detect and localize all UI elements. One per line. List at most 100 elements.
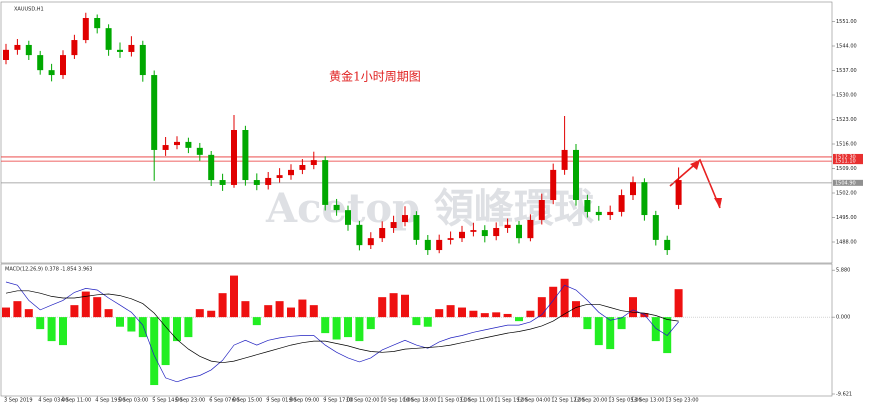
x-tick-label: 12 Sep 12:00 [551,398,584,404]
macd-line [5,281,679,383]
candle-body [630,182,636,196]
histogram-bar [492,312,501,318]
histogram-bar [2,307,10,318]
histogram-bar [321,317,330,334]
candle-body [550,169,557,200]
candle-body [527,219,534,239]
histogram-bar [515,317,523,322]
histogram-bar [583,317,592,330]
candle-body [196,147,203,155]
x-tick-label: 9 Sep 01:00 [266,398,296,404]
candle-body [447,238,454,240]
histogram-bar [287,307,295,318]
candle-body [516,224,522,239]
histogram-bar [355,317,364,342]
histogram-bar [651,317,660,342]
y-tick-label: 1502.00 [836,191,857,197]
candle-body [117,49,123,52]
histogram-bar [332,317,341,340]
candle-body [675,180,682,205]
candle-body [561,149,568,170]
histogram-bar [469,310,478,318]
histogram-bar [59,317,67,346]
candle-body [299,165,306,170]
candle-body [459,231,465,239]
histogram-bar [104,309,113,318]
histogram-bar [264,305,273,318]
candle-body [208,154,215,181]
y-tick-label: 1530.00 [836,93,857,99]
level-label: 1512.30 [835,154,856,160]
candle-body [162,145,169,150]
x-tick-label: 11 Sep 03:00 [437,398,470,404]
x-tick-label: 13 Sep 05:00 [608,398,641,404]
level-tag [833,153,863,160]
candle-body [174,141,180,146]
histogram-bar [549,286,558,318]
x-tick-label: 4 Sep 19:00 [95,398,125,404]
histogram-bar [70,305,79,318]
x-tick-label: 11 Sep 11:00 [460,398,493,404]
x-tick-label: 6 Sep 15:00 [232,398,262,404]
annotation: 黄金1小时周期图 [329,69,421,84]
candle-body [481,230,488,237]
candle-body [265,177,272,185]
x-tick-label: 12 Sep 20:00 [574,398,607,404]
x-tick-label: 10 Sep 18:00 [403,398,436,404]
candle-body [402,215,408,223]
y-tick-label: 1488.00 [836,240,857,246]
level-tag [833,179,863,186]
histogram-bar [366,317,375,330]
candle-body [139,44,146,76]
candle-body [367,238,374,246]
candle-body [333,204,340,211]
histogram-bar [298,299,307,318]
y-tick-label: 5.880 [836,268,850,274]
histogram-bar [309,305,318,318]
macd-title: MACD(12,26,9) 0.378 -1.854 3.963 [5,267,93,273]
candle-body [413,215,420,240]
arrow-head [714,198,722,208]
x-tick-label: 5 Sep 23:00 [175,398,205,404]
candle-body [14,44,21,50]
histogram-bar [344,317,352,338]
histogram-bar [93,297,102,318]
macd-line [5,290,679,364]
histogram-bar [412,317,421,326]
histogram-bar [572,301,580,318]
histogram-bar [252,317,261,326]
histogram-bar [435,309,444,318]
x-tick-label: 10 Sep 10:00 [380,398,413,404]
x-tick-label: 5 Sep 03:00 [118,398,148,404]
candle-body [538,200,545,220]
x-tick-label: 6 Sep 07:00 [209,398,239,404]
candle-body [242,130,249,181]
x-tick-label: 13 Sep 13:00 [631,398,664,404]
candle-body [390,222,397,228]
x-tick-label: 12 Sep 04:00 [517,398,550,404]
y-tick-label: 1523.00 [836,117,857,123]
candle-body [573,149,579,200]
y-tick-label: 1516.00 [836,142,857,148]
histogram-bar [47,317,56,342]
histogram-bar [526,310,535,318]
histogram-bar [241,301,250,318]
candle-body [584,200,591,212]
candle-body [424,239,431,251]
arrow-head [690,160,700,170]
y-tick-label: 1551.00 [836,19,857,25]
histogram-bar [423,317,432,327]
histogram-bar [594,317,603,346]
candle-body [37,55,44,71]
candle-body [310,160,317,165]
y-tick-label: 1544.00 [836,44,857,50]
chart-title: XAUUSD,H1 [14,7,44,13]
histogram-bar [560,278,569,318]
x-tick-label: 5 Sep 14:00 [152,398,182,404]
histogram-bar [674,289,683,318]
histogram-bar [218,293,227,318]
histogram-bar [446,305,455,318]
candle-body [618,195,625,212]
price-pane [0,1,833,264]
